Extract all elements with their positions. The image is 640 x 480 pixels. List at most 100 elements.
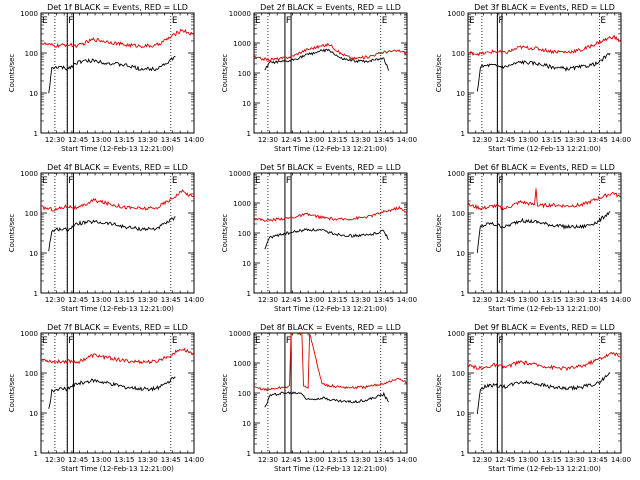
y-tick-label: 10000 xyxy=(229,170,251,178)
x-tick-label: 12:45 xyxy=(281,456,301,464)
region-label: E xyxy=(172,176,178,186)
region-label: E xyxy=(255,336,261,346)
x-tick-label: 13:30 xyxy=(351,296,371,304)
x-tick-label: 14:00 xyxy=(397,136,417,144)
chart-title: Det 9f BLACK = Events, RED = LLD xyxy=(474,323,615,332)
chart-title: Det 7f BLACK = Events, RED = LLD xyxy=(47,323,188,332)
y-tick-label: 1000 xyxy=(234,200,252,208)
x-tick-label: 13:00 xyxy=(518,296,538,304)
x-tick-label: 13:45 xyxy=(374,136,394,144)
plot-area xyxy=(254,13,408,133)
y-tick-label: 100 xyxy=(25,50,38,58)
x-axis: 12:30 12:45 13:00 13:15 13:30 13:45 14:00 xyxy=(253,333,417,464)
y-tick-label: 10 xyxy=(242,260,251,268)
x-tick-label: 12:45 xyxy=(68,296,88,304)
region-label: F xyxy=(498,336,503,346)
x-tick-label: 12:45 xyxy=(495,296,515,304)
y-tick-label: 1000 xyxy=(447,330,465,338)
x-tick-label: 14:00 xyxy=(184,456,204,464)
y-tick-label: 1000 xyxy=(20,330,38,338)
y-tick-label: 100 xyxy=(25,370,38,378)
events-series-line xyxy=(48,55,176,94)
x-tick-label: 14:00 xyxy=(611,136,631,144)
x-tick-label: 13:30 xyxy=(138,136,158,144)
x-tick-label: 12:30 xyxy=(471,296,491,304)
lld-series-line xyxy=(40,28,194,49)
y-tick-label: 10000 xyxy=(229,10,251,18)
plot-frame xyxy=(253,172,408,294)
x-axis: 12:30 12:45 13:00 13:15 13:30 13:45 14:00 xyxy=(467,13,631,144)
x-tick-label: 12:45 xyxy=(495,136,515,144)
region-label: E xyxy=(469,176,475,186)
lld-series-line xyxy=(467,34,621,57)
x-tick-label: 13:15 xyxy=(328,296,348,304)
x-tick-label: 13:15 xyxy=(114,296,134,304)
x-tick-label: 13:45 xyxy=(374,296,394,304)
x-tick-label: 13:00 xyxy=(91,296,111,304)
region-label: E xyxy=(600,336,606,346)
events-series-line xyxy=(476,210,611,253)
x-tick-label: 13:15 xyxy=(541,296,561,304)
region-label: E xyxy=(382,336,388,346)
region-label: F xyxy=(68,336,73,346)
x-tick-label: 13:30 xyxy=(564,296,584,304)
y-axis-label: Counts/sec xyxy=(221,374,229,413)
region-label: E xyxy=(382,176,388,186)
plot-frame xyxy=(467,332,622,454)
y-tick-label: 1 xyxy=(460,290,464,298)
y-tick-label: 100 xyxy=(238,390,251,398)
x-tick-label: 12:30 xyxy=(258,456,278,464)
region-label: F xyxy=(68,176,73,186)
chart-title: Det 4f BLACK = Events, RED = LLD xyxy=(47,163,188,172)
y-axis-label: Counts/sec xyxy=(8,54,16,93)
y-tick-label: 10 xyxy=(29,410,38,418)
y-tick-label: 1 xyxy=(247,450,251,458)
x-tick-label: 13:00 xyxy=(305,296,325,304)
y-axis: 1 10 100 1000 xyxy=(447,170,621,298)
x-axis: 12:30 12:45 13:00 13:15 13:30 13:45 14:00 xyxy=(253,13,417,144)
plot-frame xyxy=(467,172,622,294)
x-axis-label: Start Time (12-Feb-13 12:21:00) xyxy=(274,305,387,313)
y-tick-label: 100 xyxy=(238,70,251,78)
y-axis: 1 10 100 1000 xyxy=(447,330,621,458)
x-tick-label: 13:45 xyxy=(587,296,607,304)
plot-area xyxy=(40,13,194,133)
x-tick-label: 13:00 xyxy=(91,456,111,464)
x-tick-label: 12:30 xyxy=(258,296,278,304)
chart-panel-5: Det 5f BLACK = Events, RED = LLD 1 10 100 10… xyxy=(221,163,417,313)
y-tick-label: 10 xyxy=(456,410,465,418)
y-tick-label: 100 xyxy=(238,230,251,238)
events-series-line xyxy=(48,216,176,252)
chart-panel-8: Det 8f BLACK = Events, RED = LLD 1 10 100 10… xyxy=(221,323,417,473)
x-tick-label: 14:00 xyxy=(611,296,631,304)
y-axis: 1 10 100 1000 xyxy=(20,170,194,298)
x-tick-label: 12:30 xyxy=(45,456,65,464)
x-tick-label: 14:00 xyxy=(397,296,417,304)
y-tick-label: 1 xyxy=(460,130,464,138)
y-axis-label: Counts/sec xyxy=(435,54,443,93)
x-axis: 12:30 12:45 13:00 13:15 13:30 13:45 14:00 xyxy=(40,333,204,464)
chart-title: Det 5f BLACK = Events, RED = LLD xyxy=(260,163,401,172)
chart-panel-6: Det 6f BLACK = Events, RED = LLD 1 10 100 10… xyxy=(435,163,631,313)
region-label: E xyxy=(255,176,261,186)
plot-frame xyxy=(40,332,195,454)
x-axis-label: Start Time (12-Feb-13 12:21:00) xyxy=(488,145,601,153)
y-tick-label: 10 xyxy=(29,90,38,98)
region-label: E xyxy=(42,176,48,186)
y-axis-label: Counts/sec xyxy=(435,374,443,413)
x-tick-label: 13:30 xyxy=(138,296,158,304)
x-tick-label: 13:30 xyxy=(564,136,584,144)
x-tick-label: 13:30 xyxy=(351,136,371,144)
region-label: E xyxy=(255,16,261,26)
y-tick-label: 1000 xyxy=(20,170,38,178)
x-tick-label: 14:00 xyxy=(184,296,204,304)
x-tick-label: 13:45 xyxy=(161,456,181,464)
y-axis-label: Counts/sec xyxy=(221,214,229,253)
chart-title: Det 2f BLACK = Events, RED = LLD xyxy=(260,3,401,12)
x-axis: 12:30 12:45 13:00 13:15 13:30 13:45 14:00 xyxy=(253,173,417,304)
y-tick-label: 100 xyxy=(25,210,38,218)
y-tick-label: 10 xyxy=(456,250,465,258)
region-label: E xyxy=(172,336,178,346)
x-axis-label: Start Time (12-Feb-13 12:21:00) xyxy=(488,465,601,473)
